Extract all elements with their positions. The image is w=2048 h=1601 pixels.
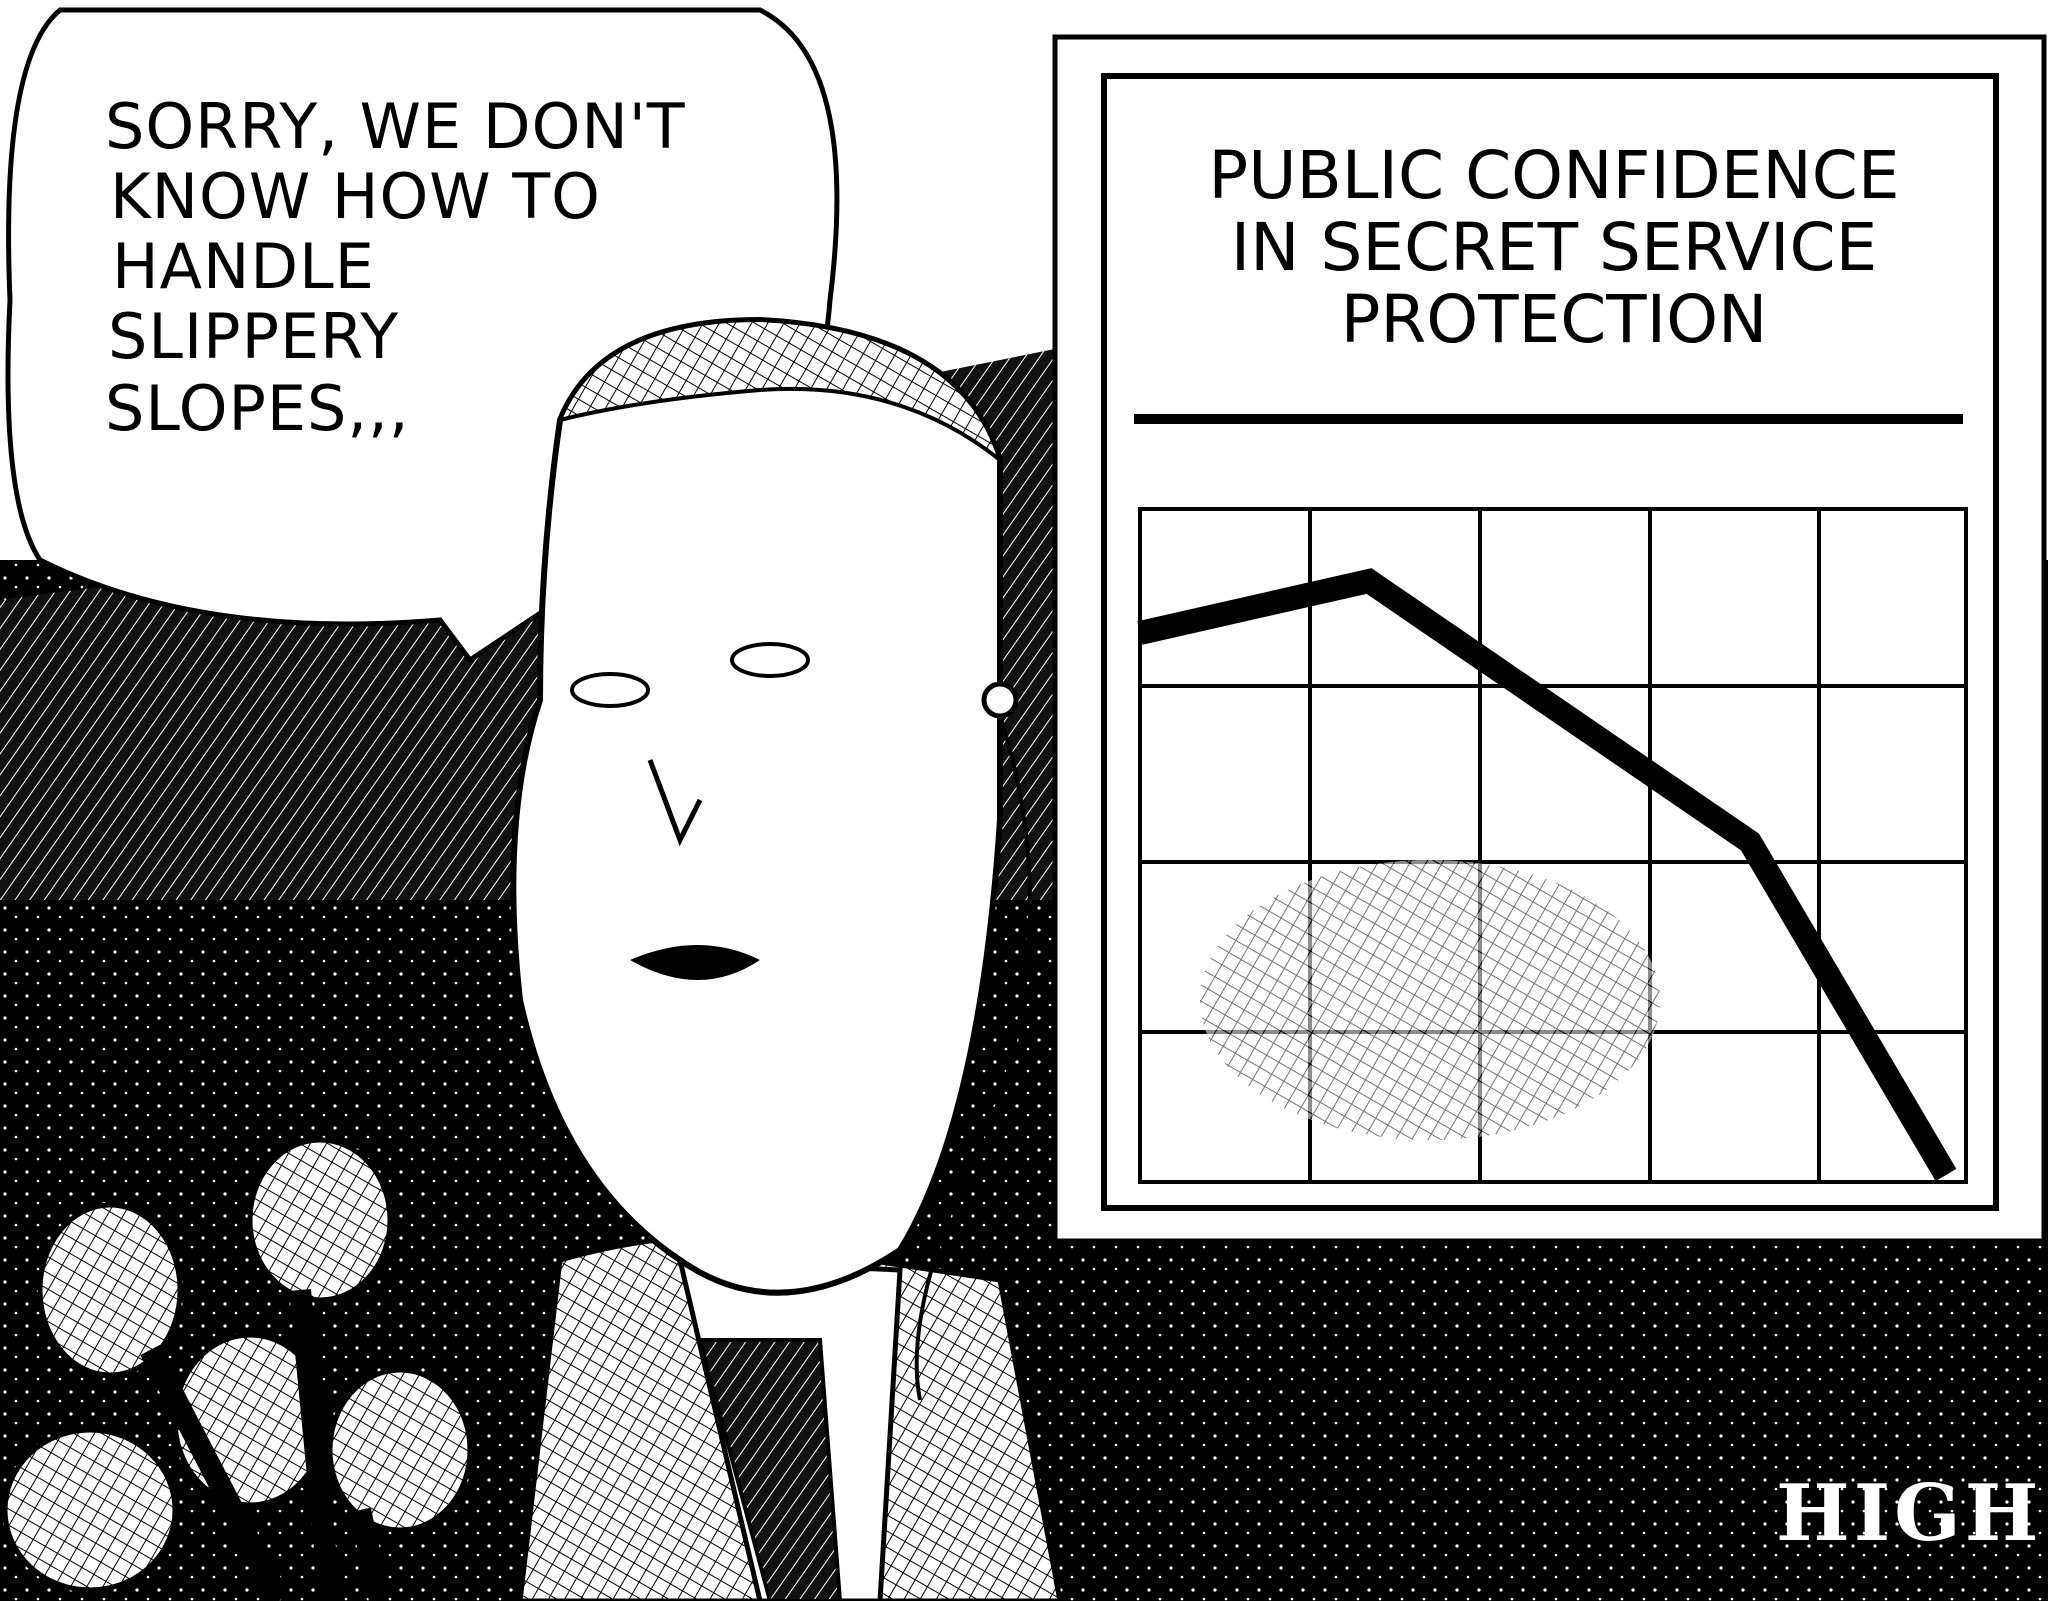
speech-line: HANDLE	[112, 230, 375, 303]
speech-line: KNOW HOW TO	[110, 160, 601, 233]
microphones	[2, 1137, 473, 1601]
speech-text: SORRY, WE DON'T KNOW HOW TO HANDLE SLIPP…	[105, 90, 686, 445]
speech-line: SORRY, WE DON'T	[105, 90, 686, 163]
shadow-hatching	[1200, 860, 1660, 1140]
title-rule	[1134, 414, 1963, 424]
speech-line: SLIPPERY	[108, 300, 399, 373]
speaker-figure	[510, 316, 1063, 1601]
board-title-line: PUBLIC CONFIDENCE	[1208, 137, 1899, 214]
board-title-line: PROTECTION	[1341, 281, 1768, 358]
board-title-line: IN SECRET SERVICE	[1231, 209, 1878, 286]
signature: HIGH	[1776, 1468, 2043, 1559]
speech-line: SLOPES,,,	[105, 372, 410, 445]
declining-line	[1137, 568, 1957, 1182]
board-title: PUBLIC CONFIDENCE IN SECRET SERVICE PROT…	[1208, 137, 1899, 358]
